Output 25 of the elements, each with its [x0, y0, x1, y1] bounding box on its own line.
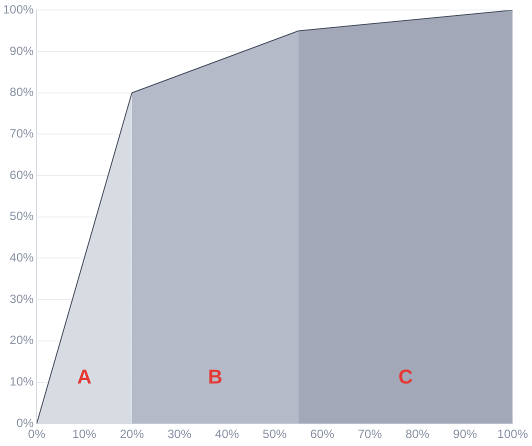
y-tick-label: 100%: [2, 2, 34, 17]
x-tick-label: 0%: [28, 427, 46, 442]
annotation: A: [77, 366, 92, 389]
y-tick-label: 0%: [16, 416, 34, 430]
x-tick-label: 10%: [72, 427, 97, 442]
y-tick-label: 60%: [10, 168, 34, 182]
y-tick-label: 90%: [10, 44, 34, 58]
x-tick-label: 90%: [453, 427, 478, 442]
x-tick-label: 60%: [310, 427, 335, 442]
y-tick-label: 70%: [10, 126, 34, 141]
x-tick-label: 20%: [120, 427, 144, 442]
y-tick-label: 20%: [10, 333, 34, 348]
x-tick-label: 30%: [167, 427, 192, 442]
y-tick-label: 50%: [10, 209, 34, 224]
x-tick-label: 50%: [262, 427, 288, 442]
x-tick-label: 80%: [405, 427, 430, 442]
x-tick-label: 100%: [497, 427, 528, 442]
x-tick-label: 70%: [358, 427, 382, 442]
y-tick-label: 30%: [10, 292, 34, 306]
y-tick-label: 10%: [10, 374, 34, 389]
annotation: C: [398, 366, 413, 389]
annotation: B: [208, 366, 222, 389]
y-tick-label: 40%: [10, 250, 34, 265]
y-tick-label: 80%: [10, 85, 34, 100]
x-tick-label: 40%: [215, 427, 240, 442]
